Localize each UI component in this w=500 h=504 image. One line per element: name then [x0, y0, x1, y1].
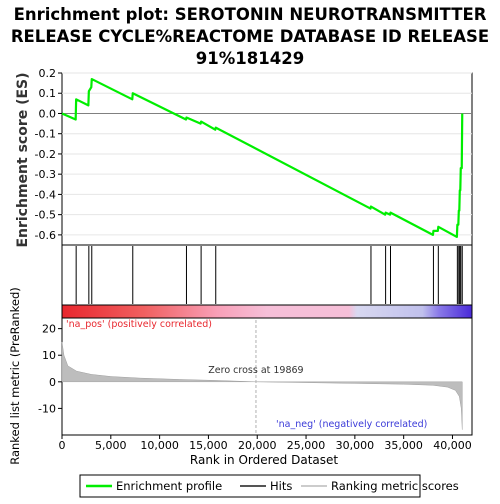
- metric-y-tick-label: 0: [49, 376, 56, 389]
- es-y-tick-label: -0.2: [35, 148, 56, 161]
- x-tick-label: 15,000: [189, 439, 228, 452]
- x-tick-label: 35,000: [384, 439, 423, 452]
- na-neg-label: 'na_neg' (negatively correlated): [276, 419, 427, 430]
- metric-y-axis-label: Ranked list metric (PreRanked): [8, 287, 22, 465]
- x-tick-label: 5,000: [95, 439, 127, 452]
- es-y-tick-label: -0.6: [35, 229, 56, 242]
- es-y-axis: 0.2 0.1 0.0 -0.1 -0.2 -0.3 -0.4 -0.5 -0.6: [35, 67, 62, 242]
- hits-ticks: [75, 246, 463, 304]
- x-tick-label: 30,000: [336, 439, 375, 452]
- chart-title-line-1: Enrichment plot: SEROTONIN NEUROTRANSMIT…: [14, 5, 487, 24]
- ranking-bar-gradient: [62, 305, 472, 318]
- legend-metric-label: Ranking metric scores: [331, 479, 459, 493]
- na-pos-label: 'na_pos' (positively correlated): [66, 319, 212, 330]
- es-y-tick-label: -0.3: [35, 168, 56, 181]
- chart-title-line-2: RELEASE CYCLE%REACTOME DATABASE ID RELEA…: [11, 27, 489, 46]
- x-axis: 0 5,000 10,000 15,000 20,000 25,000 30,000 35,0…: [59, 435, 472, 452]
- x-tick-label: 10,000: [140, 439, 179, 452]
- metric-y-tick-label: 20: [42, 323, 56, 336]
- es-y-tick-label: -0.1: [35, 128, 56, 141]
- metric-y-axis: 20 10 0 -10: [38, 323, 62, 415]
- legend-hits-label: Hits: [270, 479, 292, 493]
- ranking-bar-fill: [62, 305, 472, 318]
- es-y-tick-label: -0.5: [35, 209, 56, 222]
- es-y-axis-label: Enrichment score (ES): [15, 72, 31, 247]
- x-tick-label: 40,000: [433, 439, 472, 452]
- metric-y-tick-label: -10: [38, 402, 56, 415]
- es-y-tick-label: 0.0: [39, 107, 57, 120]
- metric-y-tick-label: 10: [42, 349, 56, 362]
- enrichment-profile-line: [61, 77, 464, 239]
- x-axis-label: Rank in Ordered Dataset: [190, 453, 338, 467]
- zero-cross-label: Zero cross at 19869: [208, 365, 303, 376]
- es-y-tick-label: -0.4: [35, 188, 56, 201]
- legend-enrichment-label: Enrichment profile: [116, 479, 222, 493]
- chart-title-line-3: 91%181429: [196, 49, 304, 68]
- x-tick-label: 0: [59, 439, 66, 452]
- x-tick-label: 25,000: [287, 439, 326, 452]
- es-y-tick-label: 0.2: [39, 67, 57, 80]
- x-tick-label: 20,000: [238, 439, 277, 452]
- es-y-tick-label: 0.1: [39, 87, 57, 100]
